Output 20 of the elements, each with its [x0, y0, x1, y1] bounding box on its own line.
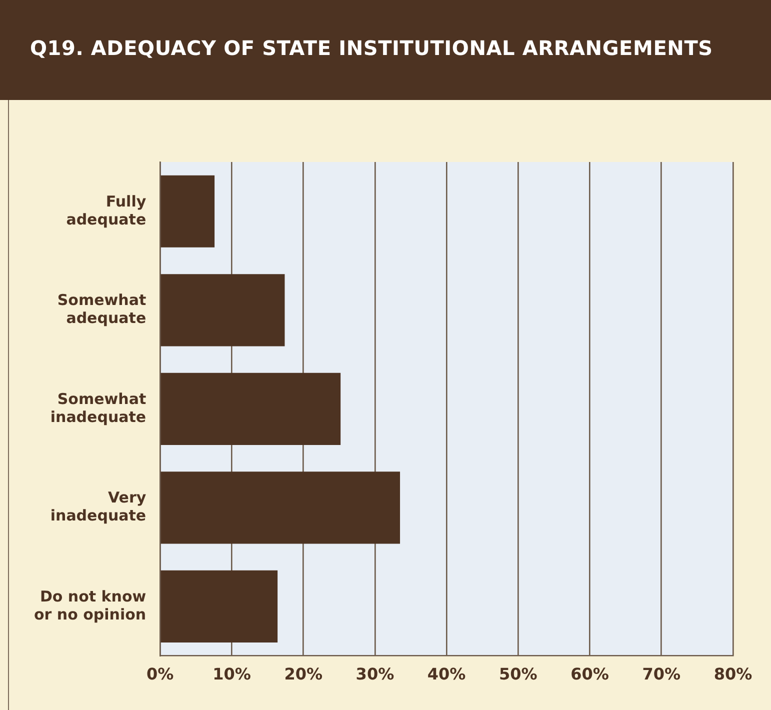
x-tick-label: 10%: [212, 664, 251, 684]
x-tick-label: 0%: [146, 664, 174, 684]
x-tick-label: 60%: [570, 664, 609, 684]
chart-title: Q19. ADEQUACY OF STATE INSTITUTIONAL ARRANGEMENTS: [0, 0, 771, 100]
x-tick-label: 70%: [642, 664, 681, 684]
bar: [160, 274, 285, 346]
x-tick-label: 20%: [284, 664, 322, 684]
y-tick-label: Somewhat inadequate: [50, 390, 146, 426]
y-tick-label: Do not know or no opinion: [34, 587, 146, 624]
y-tick-label: Fully adequate: [66, 192, 146, 228]
y-tick-label: Somewhat adequate: [57, 291, 146, 328]
x-tick-label: 30%: [356, 664, 394, 684]
x-tick-label: 50%: [499, 664, 538, 684]
y-tick-label: Very inadequate: [50, 488, 146, 525]
bar: [160, 472, 400, 544]
bar: [160, 372, 341, 445]
x-tick-label: 80%: [714, 664, 752, 684]
x-tick-label: 40%: [427, 664, 466, 684]
bar: [160, 175, 215, 248]
bar: [160, 570, 278, 642]
